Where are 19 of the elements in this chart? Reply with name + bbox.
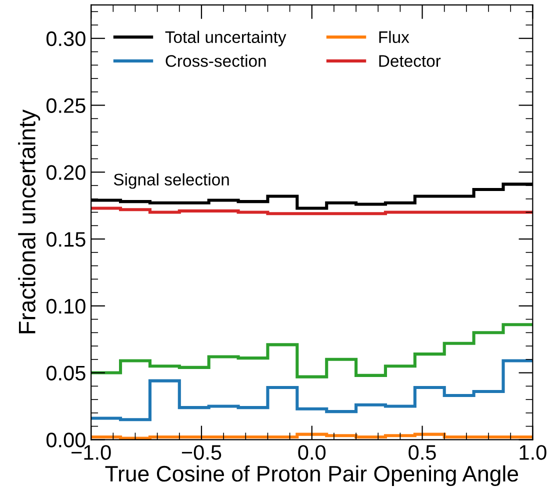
y-tick-label: 0.05 xyxy=(46,366,86,381)
y-tick-label: 0.00 xyxy=(46,432,86,448)
legend-label: Cross-section xyxy=(166,54,266,67)
x-tick-label: −1.0 xyxy=(72,445,111,460)
x-tick-label: 1.0 xyxy=(520,445,546,460)
y-tick-label: 0.15 xyxy=(46,232,86,247)
x-tick-label: 0.5 xyxy=(408,445,436,460)
y-axis-title: Fractional uncertainty xyxy=(18,109,40,334)
y-tick-label: 0.10 xyxy=(46,298,86,314)
x-tick-label: −0.5 xyxy=(182,445,222,460)
y-tick-label: 0.30 xyxy=(46,31,86,46)
annotation: Signal selection xyxy=(114,173,229,189)
legend-label: Detector xyxy=(379,55,441,67)
legend-label: Total uncertainty xyxy=(165,30,286,46)
y-tick-label: 0.20 xyxy=(46,165,86,180)
y-tick-label: 0.25 xyxy=(46,98,86,114)
legend-label: Flux xyxy=(379,30,410,44)
x-axis-title: True Cosine of Proton Pair Opening Angle xyxy=(105,465,518,486)
x-tick-label: 0.0 xyxy=(298,445,326,460)
